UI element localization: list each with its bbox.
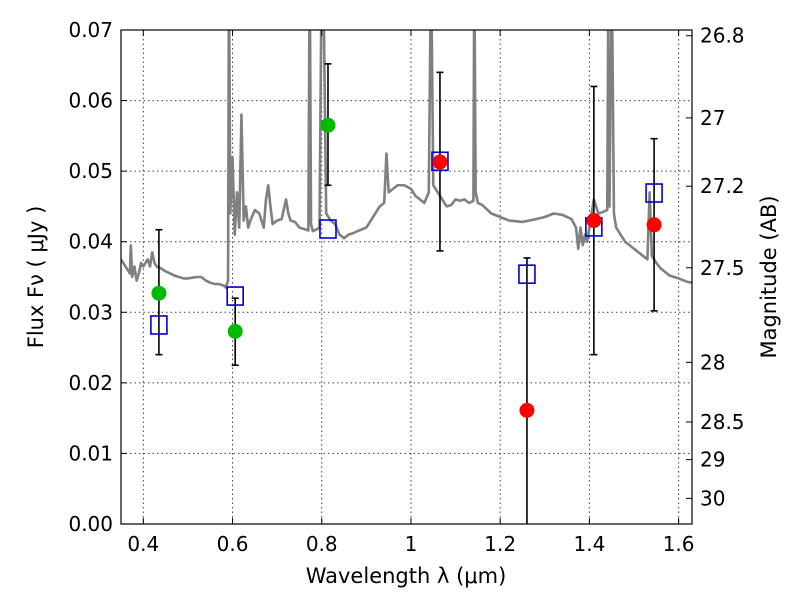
model-square-0: [150, 315, 168, 335]
green-point-2: [320, 117, 336, 133]
y-tick-label-5: 0.05: [68, 159, 113, 183]
mag-tick-label-2: 27.2: [700, 174, 745, 198]
model-square-3: [431, 151, 449, 172]
y-tick-label-7: 0.07: [68, 18, 113, 42]
tick-labels: 0.4 0.6 0.8 1 1.2 1.4 1.6 0.00 0.01 0.02 0.03 0.04 0…: [68, 18, 744, 556]
green-point-0: [151, 285, 167, 301]
x-tick-label-3: 1: [405, 532, 418, 556]
plot-frame: [120, 29, 693, 525]
mag-tick-label-5: 28.5: [700, 410, 745, 434]
red-point-0: [432, 154, 448, 170]
x-tick-label-6: 1.6: [663, 532, 695, 556]
x-tick-label-4: 1.2: [484, 532, 516, 556]
y-tick-label-6: 0.06: [68, 89, 113, 113]
y-tick-label-4: 0.04: [68, 230, 113, 254]
x-axis-title: Wavelength λ (μm): [306, 564, 507, 588]
photometry-point-layer: [151, 117, 662, 418]
red-point-2: [586, 213, 602, 229]
model-square-6: [645, 183, 663, 203]
mag-tick-label-7: 30: [700, 486, 725, 510]
red-point-1: [519, 402, 535, 418]
red-point-3: [646, 217, 662, 233]
y-tick-label-3: 0.03: [68, 300, 113, 324]
tick-marks: [121, 29, 692, 525]
y-axis-title: Flux Fν ( μJy ): [24, 206, 48, 349]
model-square-4: [518, 264, 536, 284]
spectrum-layer: [121, 30, 692, 289]
y-tick-label-2: 0.02: [68, 371, 113, 395]
grid: [121, 29, 692, 525]
x-tick-label-5: 1.4: [573, 532, 605, 556]
x-tick-label-1: 0.6: [217, 532, 249, 556]
x-tick-label-2: 0.8: [306, 532, 338, 556]
model-square-1: [226, 286, 244, 306]
mag-tick-label-0: 26.8: [700, 24, 745, 48]
y-tick-label-1: 0.01: [68, 441, 113, 465]
mag-tick-label-1: 27: [700, 106, 725, 130]
x-tick-label-0: 0.4: [127, 532, 159, 556]
mag-tick-label-3: 27.5: [700, 256, 745, 280]
mag-tick-label-4: 28: [700, 350, 725, 374]
spectrum-line: [121, 30, 692, 289]
mag-tick-label-6: 29: [700, 448, 725, 472]
model-square-2: [319, 219, 337, 239]
y-tick-label-0: 0.00: [68, 512, 113, 536]
green-point-1: [227, 323, 243, 339]
right-axis-title: Magnitude (AB): [757, 195, 781, 358]
